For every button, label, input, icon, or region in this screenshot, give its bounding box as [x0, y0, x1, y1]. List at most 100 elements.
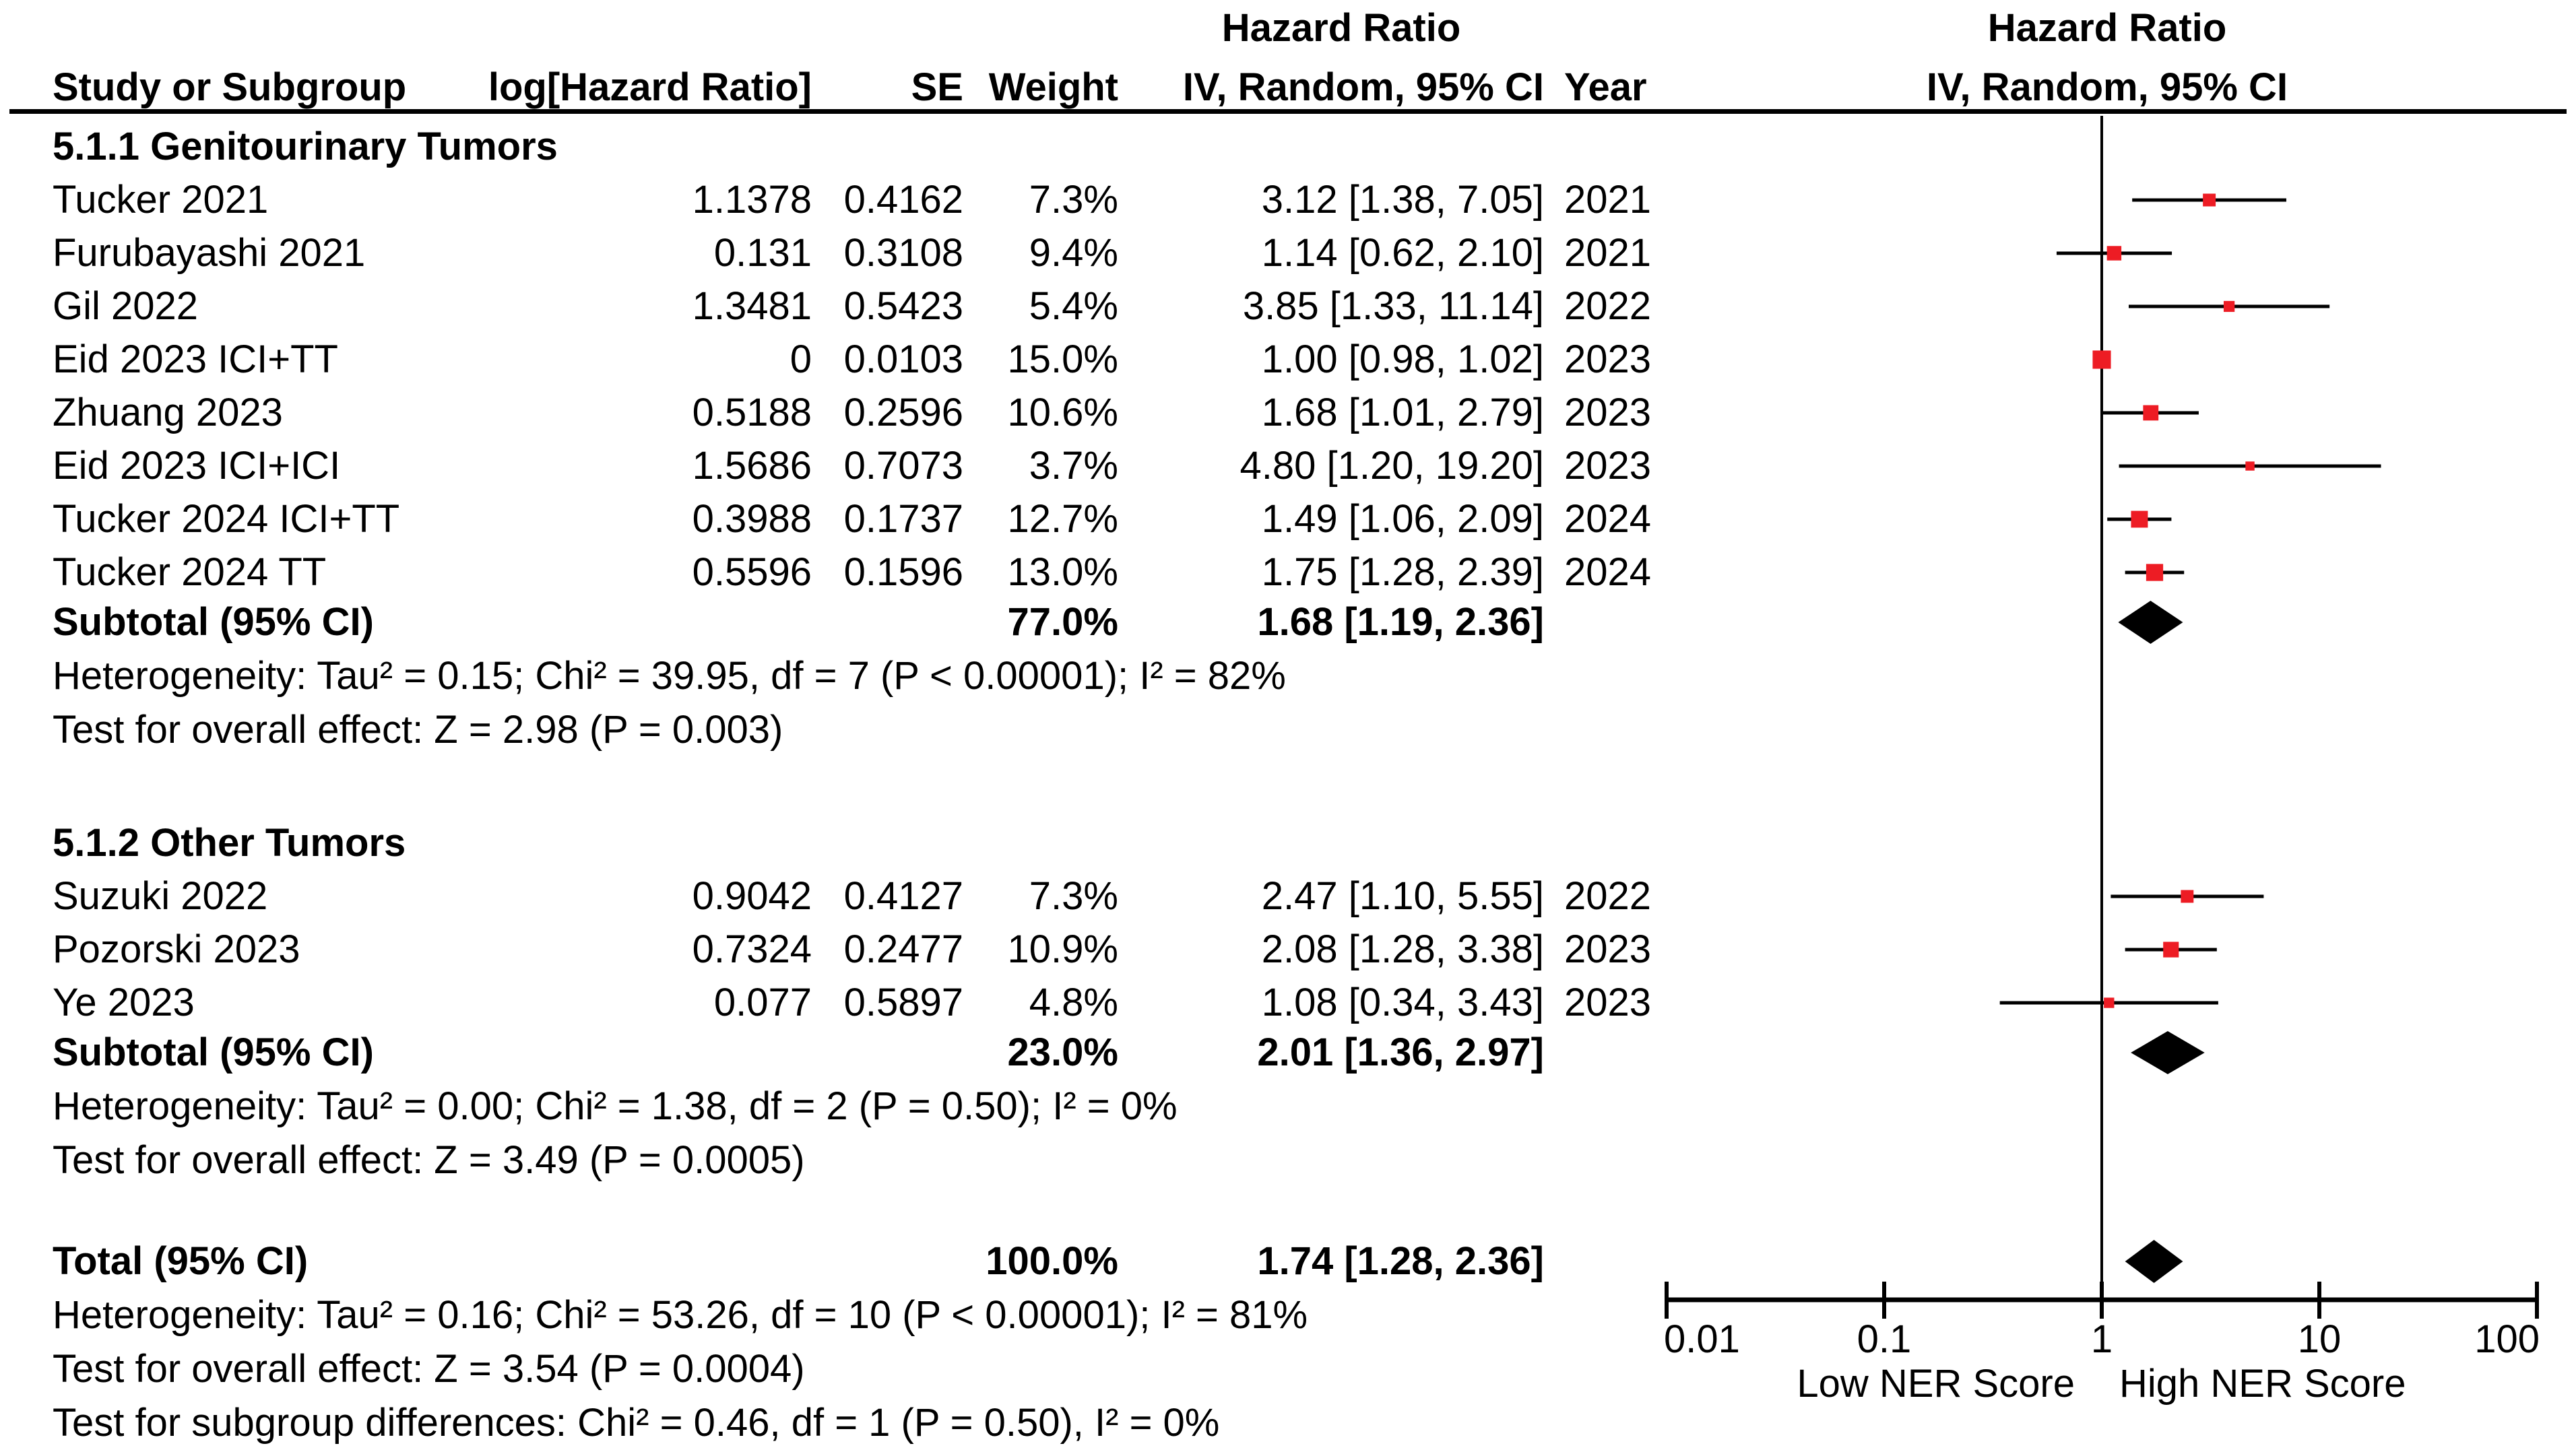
- weight-value: 12.7%: [1007, 497, 1118, 541]
- study-row: Gil 2022 1.3481 0.5423 5.4% 3.85 [1.33, 11.1…: [0, 279, 2576, 333]
- ci-text: 1.08 [0.34, 3.43]: [1261, 981, 1544, 1024]
- year-value: 2024: [1564, 550, 1652, 594]
- study-name: Furubayashi 2021: [53, 231, 366, 275]
- summary-ci-text: 1.68 [1.19, 2.36]: [1257, 600, 1544, 644]
- total-overall-effect-note: Test for overall effect: Z = 3.54 (P = 0…: [0, 1342, 2576, 1396]
- summary-diamond: [2131, 1031, 2205, 1074]
- effect-square: [2143, 405, 2159, 421]
- study-name: Ye 2023: [53, 981, 195, 1024]
- study-name: Tucker 2024 TT: [53, 550, 327, 594]
- weight-value: 7.3%: [1029, 874, 1118, 918]
- study-name: Eid 2023 ICI+TT: [53, 337, 338, 381]
- study-row: Furubayashi 2021 0.131 0.3108 9.4% 1.14 [0.6…: [0, 226, 2576, 280]
- log-hr-value: 0.9042: [692, 874, 812, 918]
- se-value: 0.4162: [843, 178, 963, 222]
- group-title: 5.1.2 Other Tumors: [53, 821, 406, 865]
- study-row: Zhuang 2023 0.5188 0.2596 10.6% 1.68 [1.01, …: [0, 386, 2576, 440]
- year-value: 2022: [1564, 874, 1652, 918]
- heterogeneity-note: Heterogeneity: Tau² = 0.15; Chi² = 39.95…: [0, 649, 2576, 703]
- weight-value: 10.6%: [1007, 391, 1118, 434]
- summary-ci-text: 2.01 [1.36, 2.97]: [1257, 1030, 1544, 1074]
- ci-text: 2.08 [1.28, 3.38]: [1261, 927, 1544, 971]
- log-hr-value: 1.1378: [692, 178, 812, 222]
- x-axis-tick-label: 0.1: [1857, 1317, 1912, 1361]
- summary-label: Total (95% CI): [53, 1239, 309, 1283]
- weight-value: 4.8%: [1029, 981, 1118, 1024]
- stats-note: Heterogeneity: Tau² = 0.16; Chi² = 53.26…: [53, 1293, 1308, 1337]
- year-value: 2023: [1564, 337, 1652, 381]
- x-axis-tick-label: 100: [2474, 1317, 2540, 1361]
- log-hr-value: 0.3988: [692, 497, 812, 541]
- study-row: Suzuki 2022 0.9042 0.4127 7.3% 2.47 [1.10, 5…: [0, 869, 2576, 923]
- stats-note: Test for overall effect: Z = 3.49 (P = 0…: [53, 1138, 805, 1182]
- total-heterogeneity-note: Heterogeneity: Tau² = 0.16; Chi² = 53.26…: [0, 1288, 2576, 1342]
- study-row: Eid 2023 ICI+TT 0 0.0103 15.0% 1.00 [0.98, 1…: [0, 333, 2576, 387]
- effect-square: [2203, 193, 2216, 207]
- summary-diamond: [2118, 601, 2183, 644]
- summary-weight: 100.0%: [986, 1239, 1118, 1283]
- effect-square: [2245, 461, 2255, 471]
- weight-value: 15.0%: [1007, 337, 1118, 381]
- x-axis-tick-label: 0.01: [1664, 1317, 1740, 1361]
- stats-note: Heterogeneity: Tau² = 0.00; Chi² = 1.38,…: [53, 1084, 1178, 1128]
- ci-text: 3.85 [1.33, 11.14]: [1242, 284, 1544, 328]
- ci-text: 1.14 [0.62, 2.10]: [1261, 231, 1544, 275]
- summary-ci-text: 1.74 [1.28, 2.36]: [1257, 1239, 1544, 1283]
- study-row: Tucker 2024 ICI+TT 0.3988 0.1737 12.7% 1.49 …: [0, 492, 2576, 546]
- stats-note: Test for overall effect: Z = 2.98 (P = 0…: [53, 708, 783, 752]
- stats-note: Test for subgroup differences: Chi² = 0.…: [53, 1401, 1220, 1445]
- group-header: 5.1.1 Genitourinary Tumors: [0, 120, 2576, 174]
- summary-diamond: [2125, 1240, 2183, 1283]
- year-value: 2021: [1564, 231, 1652, 275]
- study-name: Tucker 2021: [53, 178, 269, 222]
- study-row: Eid 2023 ICI+ICI 1.5686 0.7073 3.7% 4.80 [1.…: [0, 439, 2576, 493]
- effect-square: [2106, 246, 2122, 261]
- effect-square: [2163, 942, 2179, 958]
- table-header-hazard-ratio: Hazard Ratio: [1221, 6, 1461, 50]
- plot-header-hazard-ratio: Hazard Ratio: [1987, 6, 2227, 50]
- year-value: 2023: [1564, 391, 1652, 434]
- weight-value: 5.4%: [1029, 284, 1118, 328]
- ci-text: 3.12 [1.38, 7.05]: [1261, 178, 1544, 222]
- effect-square: [2146, 564, 2164, 581]
- study-name: Tucker 2024 ICI+TT: [53, 497, 400, 541]
- col-header-weight: Weight: [988, 65, 1118, 109]
- stats-note: Test for overall effect: Z = 3.54 (P = 0…: [53, 1347, 805, 1391]
- effect-square: [2104, 997, 2115, 1008]
- summary-weight: 77.0%: [1007, 600, 1118, 644]
- study-row: Tucker 2021 1.1378 0.4162 7.3% 3.12 [1.38, 7…: [0, 173, 2576, 227]
- effect-square: [2223, 300, 2235, 312]
- se-value: 0.5897: [843, 981, 963, 1024]
- log-hr-value: 0.131: [713, 231, 812, 275]
- log-hr-value: 1.3481: [692, 284, 812, 328]
- ci-text: 1.75 [1.28, 2.39]: [1261, 550, 1544, 594]
- se-value: 0.7073: [843, 444, 963, 488]
- log-hr-value: 0.077: [713, 981, 812, 1024]
- ci-text: 1.49 [1.06, 2.09]: [1261, 497, 1544, 541]
- study-name: Suzuki 2022: [53, 874, 268, 918]
- col-header-study: Study or Subgroup: [53, 65, 407, 109]
- x-axis-tick-label: 10: [2298, 1317, 2342, 1361]
- se-value: 0.3108: [843, 231, 963, 275]
- subtotal-row: Subtotal (95% CI) 77.0% 1.68 [1.19, 2.36]: [0, 595, 2576, 649]
- year-value: 2023: [1564, 981, 1652, 1024]
- overall-effect-note: Test for overall effect: Z = 2.98 (P = 0…: [0, 703, 2576, 757]
- study-name: Pozorski 2023: [53, 927, 300, 971]
- study-name: Zhuang 2023: [53, 391, 283, 434]
- overall-effect-note: Test for overall effect: Z = 3.49 (P = 0…: [0, 1133, 2576, 1187]
- weight-value: 13.0%: [1007, 550, 1118, 594]
- study-row: Ye 2023 0.077 0.5897 4.8% 1.08 [0.34, 3.43] 2…: [0, 976, 2576, 1030]
- summary-label: Subtotal (95% CI): [53, 1030, 374, 1074]
- summary-label: Subtotal (95% CI): [53, 600, 374, 644]
- col-header-ci: IV, Random, 95% CI: [1182, 65, 1544, 109]
- se-value: 0.2477: [843, 927, 963, 971]
- se-value: 0.1737: [843, 497, 963, 541]
- col-header-year: Year: [1564, 65, 1647, 109]
- year-value: 2022: [1564, 284, 1652, 328]
- heterogeneity-note: Heterogeneity: Tau² = 0.00; Chi² = 1.38,…: [0, 1080, 2576, 1133]
- year-value: 2021: [1564, 178, 1652, 222]
- stats-note: Heterogeneity: Tau² = 0.15; Chi² = 39.95…: [53, 654, 1286, 698]
- ci-text: 1.68 [1.01, 2.79]: [1261, 391, 1544, 434]
- log-hr-value: 0.5188: [692, 391, 812, 434]
